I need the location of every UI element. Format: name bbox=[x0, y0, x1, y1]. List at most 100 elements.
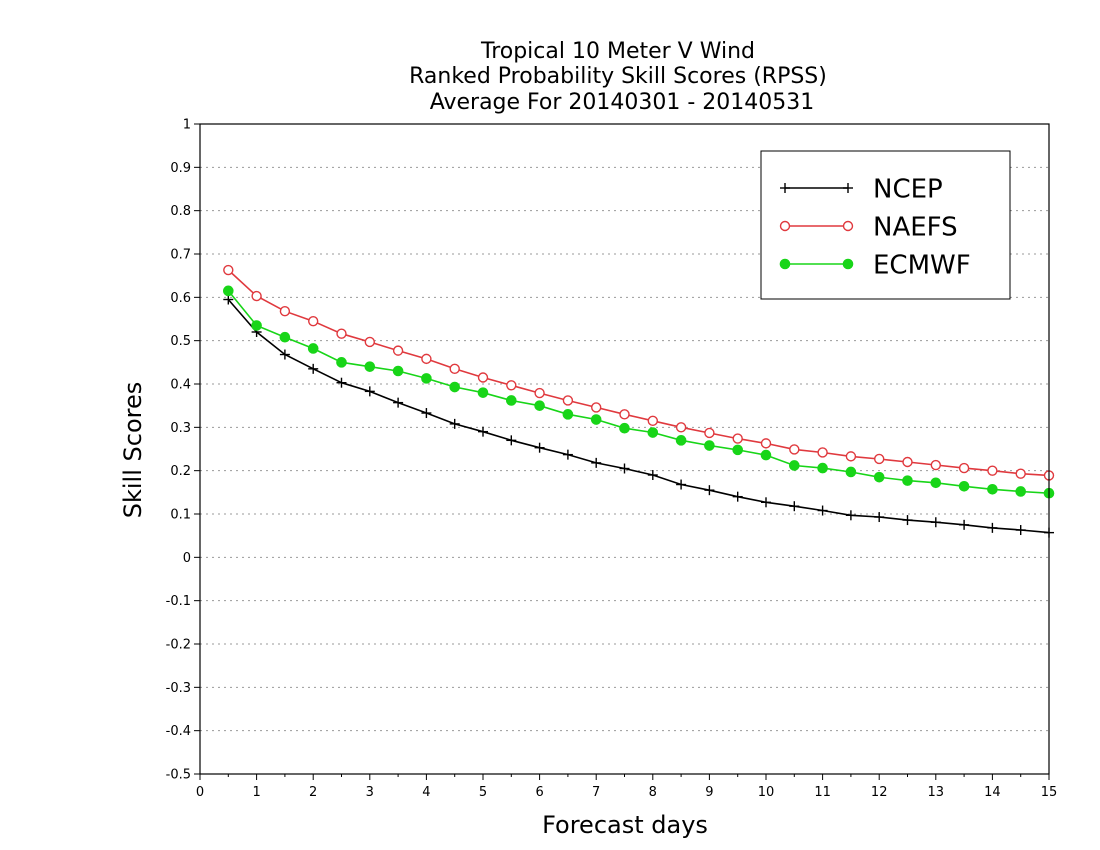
plot-frame bbox=[199, 123, 1050, 775]
x-tick-label: 4 bbox=[422, 785, 430, 800]
ecmwf-data-point bbox=[1015, 486, 1027, 497]
y-tick-label: 0.4 bbox=[170, 378, 191, 393]
legend-item-naefs: NAEFS bbox=[779, 213, 958, 243]
legend-item-ncep: NCEP bbox=[780, 175, 943, 205]
naefs-data-point bbox=[506, 380, 517, 391]
x-tick-label: 5 bbox=[479, 785, 487, 800]
y-tick-label: -0.3 bbox=[166, 681, 191, 696]
naefs-data-point bbox=[760, 438, 772, 449]
chart-title: Tropical 10 Meter V Wind Ranked Probabil… bbox=[409, 39, 827, 115]
naefs-data-point bbox=[421, 353, 432, 365]
ecmwf-series-line bbox=[227, 290, 1050, 494]
naefs-data-point bbox=[223, 264, 234, 276]
ecmwf-data-point bbox=[789, 460, 800, 471]
y-axis-ticks: -0.5 -0.4 -0.3 -0.2 -0.1 0 0.1 0.2 0.3 0.4 0.5 0.6 0… bbox=[166, 118, 200, 783]
series-markers bbox=[223, 264, 1055, 538]
naefs-data-point bbox=[308, 315, 319, 327]
x-tick-label: 8 bbox=[649, 785, 657, 800]
naefs-data-point bbox=[364, 336, 375, 348]
naefs-data-point bbox=[987, 465, 998, 476]
x-tick-label: 3 bbox=[366, 785, 374, 800]
ncep-data-point bbox=[449, 418, 460, 429]
series-lines bbox=[227, 269, 1050, 534]
y-tick-label: -0.1 bbox=[166, 594, 191, 609]
ecmwf-data-point bbox=[845, 466, 857, 478]
naefs-data-point bbox=[958, 462, 970, 474]
ncep-data-point bbox=[308, 363, 319, 374]
y-tick-label: 0.8 bbox=[170, 204, 191, 219]
y-tick-label: 0.9 bbox=[170, 161, 191, 176]
ncep-data-point bbox=[534, 442, 545, 453]
ncep-data-point bbox=[817, 505, 828, 516]
ecmwf-data-point bbox=[449, 381, 461, 393]
ecmwf-data-point bbox=[958, 480, 970, 492]
y-tick-label: 0.5 bbox=[170, 334, 191, 349]
naefs-data-point bbox=[449, 363, 460, 375]
ecmwf-data-point bbox=[760, 449, 772, 461]
x-tick-label: 9 bbox=[705, 785, 713, 800]
ncep-data-point bbox=[930, 517, 941, 528]
legend-marker-ncep bbox=[843, 183, 853, 193]
naefs-data-point bbox=[392, 345, 404, 356]
legend-marker-ncep bbox=[780, 183, 790, 193]
ecmwf-data-point bbox=[506, 395, 517, 406]
y-tick-label: -0.4 bbox=[166, 724, 191, 739]
x-axis-ticks: 0 1 2 3 4 5 6 7 8 9 10 11 12 13 14 15 bbox=[196, 774, 1057, 800]
naefs-data-point bbox=[591, 402, 602, 413]
legend-label-naefs: NAEFS bbox=[873, 213, 958, 243]
naefs-data-point bbox=[534, 387, 545, 399]
naefs-data-point bbox=[874, 453, 885, 465]
naefs-data-point bbox=[279, 306, 291, 317]
naefs-data-point bbox=[336, 328, 347, 339]
y-tick-label: 0.3 bbox=[170, 421, 191, 436]
ecmwf-data-point bbox=[704, 440, 715, 451]
ncep-data-point bbox=[506, 435, 517, 446]
y-tick-label: 0 bbox=[183, 551, 191, 566]
chart-title-line-3: Average For 20140301 - 20140531 bbox=[430, 90, 815, 115]
x-tick-label: 11 bbox=[814, 785, 831, 800]
ecmwf-data-point bbox=[873, 471, 885, 483]
naefs-data-point bbox=[647, 415, 658, 427]
ncep-data-point bbox=[1015, 525, 1026, 536]
ecmwf-data-point bbox=[647, 427, 659, 438]
ncep-data-point bbox=[902, 515, 913, 526]
x-tick-label: 13 bbox=[928, 785, 945, 800]
ncep-data-point bbox=[619, 463, 630, 474]
x-tick-label: 12 bbox=[871, 785, 888, 800]
legend-label-ecmwf: ECMWF bbox=[873, 251, 971, 281]
naefs-data-point bbox=[704, 427, 715, 439]
x-tick-label: 6 bbox=[535, 785, 543, 800]
y-tick-label: 0.2 bbox=[170, 464, 191, 479]
ecmwf-data-point bbox=[421, 373, 432, 384]
ecmwf-data-point bbox=[619, 422, 630, 434]
ncep-data-point bbox=[223, 294, 234, 305]
ecmwf-data-point bbox=[307, 343, 319, 354]
ecmwf-data-point bbox=[930, 477, 942, 489]
ecmwf-data-point bbox=[223, 285, 234, 297]
legend-marker-ecmwf bbox=[842, 258, 854, 270]
naefs-data-point bbox=[930, 459, 941, 471]
legend: NCEP NAEFS ECMWF bbox=[760, 150, 1011, 300]
x-tick-label: 2 bbox=[309, 785, 317, 800]
x-tick-label: 10 bbox=[758, 785, 775, 800]
ecmwf-data-point bbox=[477, 387, 489, 398]
legend-marker-naefs bbox=[842, 220, 854, 232]
ecmwf-data-point bbox=[590, 414, 602, 425]
ecmwf-data-point bbox=[675, 435, 687, 446]
x-tick-label: 7 bbox=[592, 785, 600, 800]
ncep-data-point bbox=[364, 386, 375, 397]
ecmwf-data-point bbox=[987, 484, 998, 495]
legend-label-ncep: NCEP bbox=[873, 175, 943, 205]
ecmwf-data-point bbox=[902, 475, 913, 486]
y-tick-label: 1 bbox=[183, 118, 191, 133]
x-tick-label: 1 bbox=[252, 785, 260, 800]
chart-title-line-1: Tropical 10 Meter V Wind bbox=[480, 39, 755, 64]
ncep-data-point bbox=[959, 519, 970, 530]
ncep-data-point bbox=[874, 512, 885, 523]
ncep-data-point bbox=[704, 485, 715, 496]
ncep-data-point bbox=[761, 497, 771, 508]
x-tick-label: 15 bbox=[1041, 785, 1058, 800]
ncep-data-point bbox=[478, 426, 488, 437]
naefs-data-point bbox=[902, 456, 913, 468]
